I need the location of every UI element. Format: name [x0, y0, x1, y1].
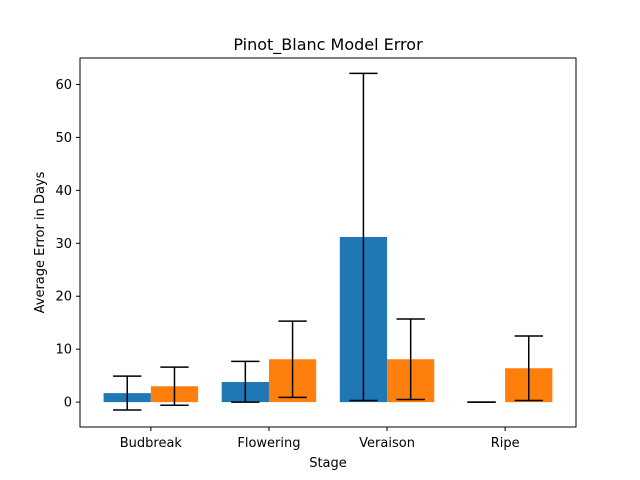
y-tick-label-0: 0 [64, 396, 72, 411]
y-axis: 0 10 20 30 40 50 60 [55, 78, 80, 411]
error-bar-s1-veraison [349, 72, 378, 402]
x-tick-label-flowering: Flowering [237, 436, 300, 451]
x-axis-title: Stage [309, 456, 347, 471]
y-tick-label-30: 30 [55, 237, 72, 252]
bars-layer [103, 236, 553, 403]
error-bar-s1-flowering [231, 360, 260, 403]
x-axis: Budbreak Flowering Veraison Ripe [120, 427, 520, 451]
error-bar-s1-budbreak [113, 375, 142, 411]
error-bar-s2-veraison [396, 318, 425, 401]
x-tick-label-ripe: Ripe [491, 436, 520, 451]
error-bars-layer [113, 72, 543, 411]
x-tick-label-veraison: Veraison [359, 436, 415, 451]
y-tick-label-60: 60 [55, 78, 72, 93]
error-bar-s2-flowering [278, 320, 307, 399]
plot-frame [79, 57, 577, 428]
error-bar-s2-ripe [514, 335, 543, 402]
error-bar-s2-budbreak [160, 366, 189, 407]
y-tick-label-20: 20 [55, 290, 72, 305]
y-axis-title: Average Error in Days [33, 171, 48, 313]
y-tick-label-10: 10 [55, 343, 72, 358]
chart-title: Pinot_Blanc Model Error [233, 35, 423, 55]
y-tick-label-50: 50 [55, 131, 72, 146]
x-tick-label-budbreak: Budbreak [120, 436, 183, 451]
y-tick-label-40: 40 [55, 184, 72, 199]
